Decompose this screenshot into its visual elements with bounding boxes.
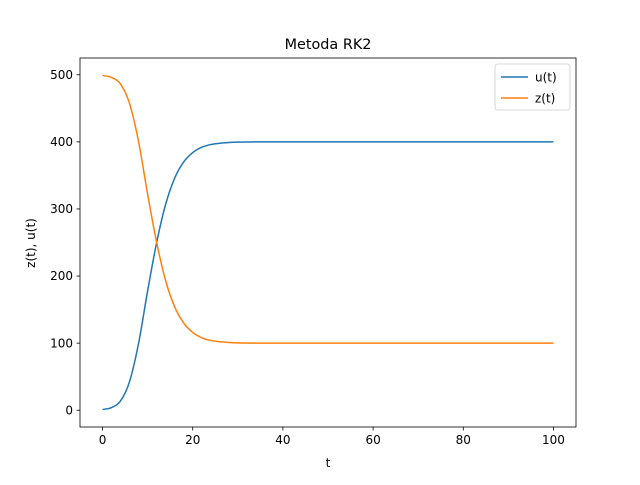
y-tick-label: 500 (50, 68, 73, 82)
y-tick-label: 400 (50, 135, 73, 149)
plot-background (80, 58, 576, 427)
x-tick-label: 40 (275, 433, 290, 447)
x-tick-label: 60 (365, 433, 380, 447)
axes-frame (79, 57, 577, 428)
legend: u(t) z(t) (494, 63, 571, 111)
series-layer (102, 74, 554, 411)
y-tick-label: 200 (50, 269, 73, 283)
y-tick-label: 0 (65, 403, 73, 417)
x-tick-label: 80 (456, 433, 471, 447)
x-axis-ticks: 0 20 40 60 80 100 (99, 427, 565, 447)
legend-box (494, 63, 571, 111)
chart-title: Metoda RK2 (285, 37, 372, 53)
legend-label: u(t) (535, 70, 557, 84)
legend-label: z(t) (535, 91, 555, 105)
x-tick-label: 100 (542, 433, 565, 447)
y-tick-label: 300 (50, 202, 73, 216)
y-axis-ticks: 0 100 200 300 400 500 (50, 68, 80, 417)
x-tick-label: 0 (99, 433, 107, 447)
y-tick-label: 100 (50, 336, 73, 350)
series-line-u (102, 141, 554, 411)
plot-area (80, 58, 576, 427)
x-axis-label: t (326, 456, 331, 470)
x-tick-label: 20 (185, 433, 200, 447)
y-axis-label: z(t), u(t) (24, 218, 38, 268)
series-line-z (102, 74, 554, 344)
